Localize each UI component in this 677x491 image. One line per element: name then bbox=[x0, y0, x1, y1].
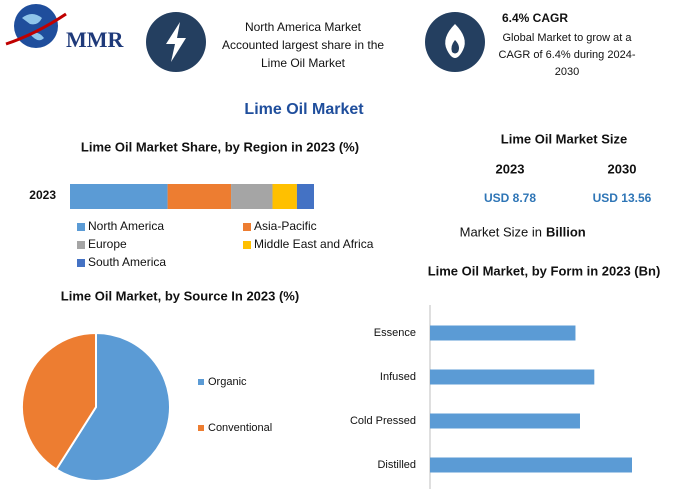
bar bbox=[430, 413, 580, 429]
legend-swatch bbox=[77, 259, 85, 267]
y-tick-label: Distilled bbox=[377, 459, 416, 471]
chart-title: Lime Oil Market, by Source In 2023 (%) bbox=[61, 288, 299, 303]
bar bbox=[430, 369, 595, 385]
header-text: CAGR of 6.4% during 2024- bbox=[499, 49, 636, 61]
legend-swatch bbox=[77, 241, 85, 249]
legend-label: Europe bbox=[88, 237, 127, 251]
y-tick-label: Essence bbox=[374, 327, 416, 339]
size-title: Lime Oil Market Size bbox=[501, 131, 627, 146]
legend-label: Organic bbox=[208, 376, 247, 388]
legend-swatch bbox=[243, 241, 251, 249]
legend-label: Middle East and Africa bbox=[254, 237, 374, 251]
bar-segment bbox=[167, 184, 232, 209]
page-title: Lime Oil Market bbox=[244, 101, 364, 118]
legend-swatch bbox=[198, 425, 204, 431]
header-text: Accounted largest share in the bbox=[222, 38, 384, 52]
header-text: North America Market bbox=[245, 20, 362, 34]
header-title: 6.4% CAGR bbox=[502, 11, 568, 25]
size-value: USD 13.56 bbox=[593, 191, 652, 205]
header-text: Global Market to grow at a bbox=[502, 32, 632, 44]
pie-slice bbox=[54, 331, 171, 482]
bar bbox=[430, 325, 576, 341]
legend-label: Asia-Pacific bbox=[254, 219, 317, 233]
logo-globe bbox=[14, 4, 58, 48]
logo-swoosh bbox=[5, 12, 67, 46]
size-value: USD 8.78 bbox=[484, 191, 536, 205]
header-text: 2030 bbox=[555, 66, 579, 78]
pie-slice bbox=[21, 331, 97, 471]
flame-icon-inner bbox=[451, 40, 459, 54]
bar-segment bbox=[296, 184, 314, 209]
size-note-unit: Billion bbox=[546, 224, 586, 239]
bar bbox=[430, 457, 632, 473]
header-text: Lime Oil Market bbox=[261, 56, 346, 70]
y-tick-label: Infused bbox=[380, 371, 416, 383]
bar-segment bbox=[231, 184, 273, 209]
size-note: Market Size in bbox=[460, 224, 542, 239]
legend-label: North America bbox=[88, 219, 164, 233]
legend-label: Conventional bbox=[208, 422, 272, 434]
bar-segment bbox=[272, 184, 297, 209]
y-tick-label: 2023 bbox=[29, 188, 56, 202]
bar-segment bbox=[70, 184, 168, 209]
legend-swatch bbox=[243, 223, 251, 231]
legend-swatch bbox=[198, 379, 204, 385]
size-year: 2030 bbox=[608, 161, 637, 176]
logo: MMR bbox=[5, 4, 125, 52]
logo-text: MMR bbox=[66, 27, 125, 52]
y-tick-label: Cold Pressed bbox=[350, 415, 416, 427]
chart-title: Lime Oil Market Share, by Region in 2023… bbox=[81, 139, 359, 154]
size-year: 2023 bbox=[496, 161, 525, 176]
chart-title: Lime Oil Market, by Form in 2023 (Bn) bbox=[428, 263, 661, 278]
bolt-icon bbox=[166, 22, 186, 62]
logo-land bbox=[22, 14, 44, 41]
legend-label: South America bbox=[88, 255, 166, 269]
legend-swatch bbox=[77, 223, 85, 231]
